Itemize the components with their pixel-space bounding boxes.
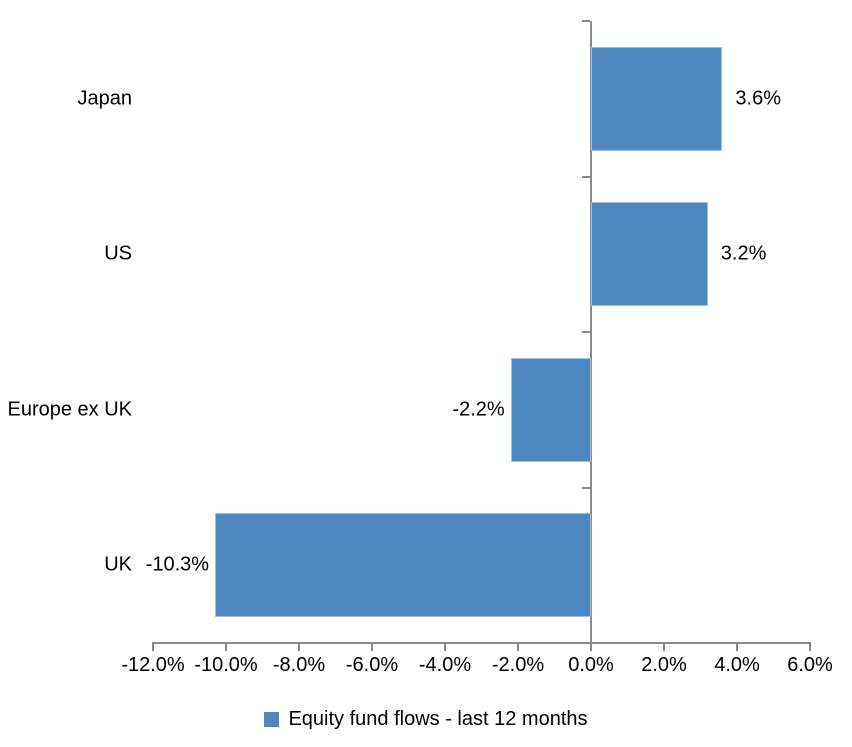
y-axis-tick [582, 20, 590, 22]
value-label: 3.2% [720, 242, 767, 265]
x-axis-tick [809, 642, 811, 651]
x-axis-tick [371, 642, 373, 651]
x-axis-line [153, 642, 810, 644]
x-axis-tick [298, 642, 300, 651]
x-axis-tick-label: -2.0% [491, 654, 545, 676]
x-axis-tick-label: 2.0% [641, 654, 687, 676]
x-axis-tick [152, 642, 154, 651]
category-label: Europe ex UK [7, 398, 132, 421]
x-axis-tick [517, 642, 519, 651]
legend: Equity fund flows - last 12 months [0, 708, 852, 731]
y-axis-tick [582, 331, 590, 333]
x-axis-tick [444, 642, 446, 651]
x-axis-tick-label: -12.0% [121, 654, 185, 676]
x-axis-tick-label: -10.0% [194, 654, 258, 676]
category-label: Japan [77, 87, 133, 110]
y-axis-line [590, 21, 592, 643]
bar-japan [591, 46, 723, 151]
x-axis-tick [736, 642, 738, 651]
x-axis-tick-label: 4.0% [714, 654, 760, 676]
x-axis-tick-label: -4.0% [418, 654, 472, 676]
category-label: UK [104, 553, 132, 576]
bar-europe-ex-uk [510, 357, 591, 462]
y-axis-tick [582, 175, 590, 178]
legend-swatch-icon [264, 712, 280, 727]
x-axis-tick-label: 0.0% [568, 654, 614, 676]
x-axis-tick [225, 642, 227, 651]
legend-label: Equity fund flows - last 12 months [288, 708, 588, 730]
y-axis-tick [582, 486, 590, 489]
x-axis-tick-label: -6.0% [345, 654, 399, 676]
category-label: US [104, 242, 132, 265]
value-label: 3.6% [735, 87, 781, 110]
value-label: -2.2% [452, 398, 505, 421]
bar-uk [215, 513, 591, 618]
value-label: -10.3% [145, 553, 210, 576]
x-axis-tick-label: -8.0% [272, 654, 326, 676]
x-axis-tick [590, 642, 592, 651]
x-axis-tick-label: 6.0% [787, 654, 833, 676]
x-axis-tick [663, 642, 665, 651]
bar-us [591, 202, 708, 307]
